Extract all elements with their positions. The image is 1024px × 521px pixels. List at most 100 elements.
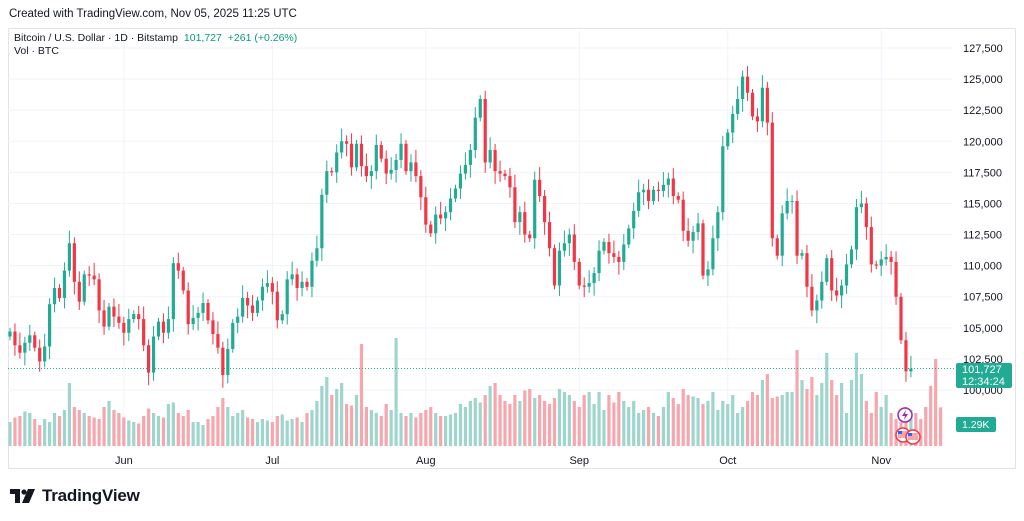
candle-body bbox=[13, 331, 17, 346]
candle-body bbox=[577, 261, 581, 286]
volume-bar bbox=[587, 392, 591, 446]
volume-bar bbox=[8, 422, 12, 446]
volume-bar bbox=[349, 405, 354, 446]
candle-body bbox=[315, 248, 319, 261]
candle-body bbox=[82, 274, 86, 302]
volume-bar bbox=[637, 413, 641, 446]
volume-bar bbox=[444, 416, 448, 446]
volume-bar bbox=[840, 383, 844, 446]
volume-bar bbox=[458, 404, 463, 446]
candle-body bbox=[508, 176, 512, 188]
volume-bar bbox=[404, 416, 408, 446]
candle-body bbox=[854, 207, 859, 250]
volume-bar bbox=[171, 402, 175, 446]
volume-bar bbox=[77, 410, 81, 446]
volume-bar bbox=[666, 392, 670, 446]
event-markers[interactable] bbox=[895, 407, 921, 445]
candle-body bbox=[196, 312, 200, 318]
volume-bar bbox=[201, 425, 205, 446]
volume-bar bbox=[508, 404, 512, 446]
candle-body bbox=[651, 189, 656, 201]
candle-body bbox=[716, 212, 720, 239]
volume-bar bbox=[513, 395, 517, 446]
candle-body bbox=[547, 222, 552, 249]
candle-body bbox=[755, 116, 760, 122]
volume-bar bbox=[463, 407, 467, 446]
candle-body bbox=[780, 213, 784, 256]
candle-body bbox=[592, 273, 596, 284]
candle-body bbox=[567, 234, 571, 244]
candles bbox=[8, 66, 913, 388]
volume-bar bbox=[295, 417, 299, 446]
candle-body bbox=[765, 87, 769, 123]
volume-bar bbox=[859, 374, 863, 446]
candle-body bbox=[399, 143, 403, 160]
y-tick-label: 120,000 bbox=[963, 136, 1003, 148]
candle-body bbox=[582, 285, 586, 287]
volume-bar bbox=[483, 395, 487, 446]
volume-bar bbox=[57, 416, 62, 446]
volume-bar bbox=[488, 386, 492, 446]
volume-bar bbox=[914, 413, 918, 446]
last-volume-badge: 1.29K bbox=[956, 417, 996, 432]
candle-body bbox=[384, 158, 388, 174]
candle-body bbox=[434, 214, 438, 234]
candle-body bbox=[810, 286, 814, 311]
volume-bar bbox=[939, 407, 943, 446]
candle-body bbox=[102, 310, 106, 327]
volume-bar bbox=[439, 416, 443, 446]
volume-bar bbox=[627, 407, 631, 446]
volume-bar bbox=[340, 383, 344, 446]
candle-body bbox=[439, 214, 443, 219]
symbol-title[interactable]: Bitcoin / U.S. Dollar · 1D · Bitstamp bbox=[14, 32, 178, 44]
candle-body bbox=[186, 290, 190, 325]
volume-bars bbox=[8, 338, 943, 446]
volume-bar bbox=[414, 417, 418, 446]
candle-body bbox=[77, 281, 81, 302]
volume-bar bbox=[255, 422, 260, 446]
volume-bar bbox=[434, 413, 438, 446]
candle-body bbox=[424, 197, 428, 225]
candle-body bbox=[820, 281, 824, 301]
volume-bar bbox=[538, 395, 542, 446]
candle-body bbox=[320, 194, 324, 249]
volume-bar bbox=[231, 416, 235, 446]
candle-body bbox=[701, 223, 705, 276]
candle-body bbox=[260, 286, 265, 301]
volume-bar bbox=[92, 417, 96, 446]
candle-body bbox=[453, 188, 458, 199]
volume-bar bbox=[844, 413, 849, 446]
candle-body bbox=[874, 264, 878, 266]
candle-body bbox=[904, 340, 908, 372]
tradingview-brand[interactable]: TradingView bbox=[10, 486, 140, 506]
volume-bar bbox=[236, 413, 240, 446]
volume-bar bbox=[389, 410, 393, 446]
volume-bar bbox=[750, 392, 755, 446]
volume-bar bbox=[562, 392, 566, 446]
candle-body bbox=[587, 283, 591, 287]
candle-body bbox=[493, 149, 497, 172]
volume-bar bbox=[345, 404, 349, 446]
candle-body bbox=[691, 232, 695, 241]
volume-bar bbox=[874, 392, 878, 446]
candle-body bbox=[632, 210, 636, 229]
candle-body bbox=[57, 288, 62, 298]
volume-bar bbox=[869, 413, 873, 446]
volume-bar bbox=[43, 419, 47, 446]
candle-body bbox=[166, 319, 170, 333]
chart-panel[interactable] bbox=[8, 28, 1016, 469]
volume-bar bbox=[745, 401, 750, 446]
volume-bar bbox=[265, 420, 269, 446]
volume-bar bbox=[765, 374, 769, 446]
candle-body bbox=[646, 189, 651, 201]
candle-body bbox=[795, 200, 799, 256]
candle-body bbox=[379, 145, 383, 159]
volume-bar bbox=[864, 401, 868, 446]
volume-bar bbox=[760, 380, 764, 446]
y-tick-label: 115,000 bbox=[963, 198, 1002, 210]
candle-body bbox=[805, 253, 809, 287]
volume-bar bbox=[547, 404, 552, 446]
volume-bar bbox=[528, 389, 532, 446]
volume-bar bbox=[929, 386, 933, 446]
